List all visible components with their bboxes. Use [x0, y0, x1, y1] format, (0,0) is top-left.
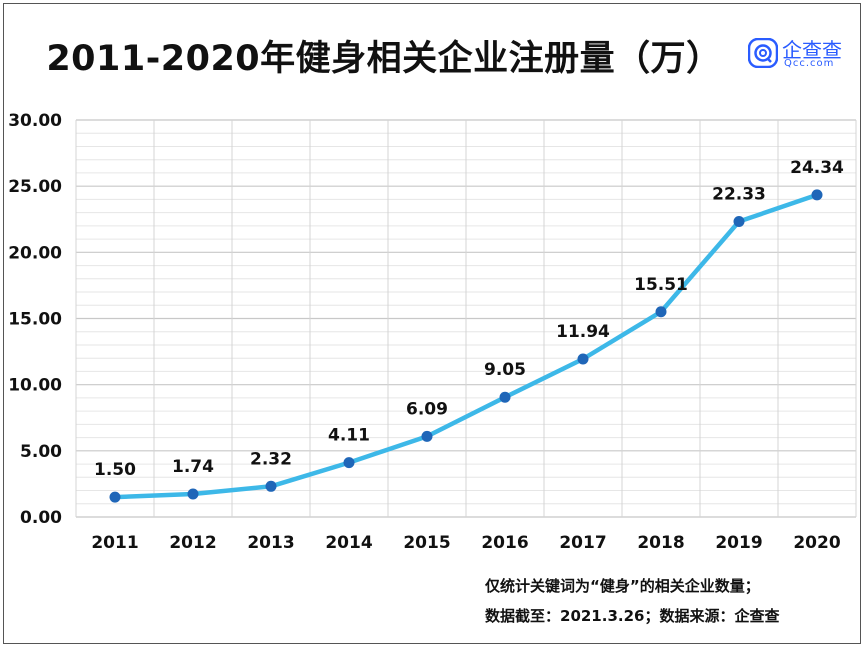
data-point [265, 480, 277, 492]
y-tick-label: 5.00 [20, 442, 62, 462]
y-tick-label: 25.00 [8, 177, 62, 197]
logo-url: Qcc.com [784, 58, 835, 69]
data-point [343, 457, 355, 469]
grid-lines [75, 119, 857, 518]
data-point [811, 189, 823, 201]
data-point [109, 491, 121, 503]
x-tick-label: 2011 [91, 533, 138, 553]
data-point [499, 391, 511, 403]
x-tick-label: 2012 [169, 533, 216, 553]
y-axis-ticks: 0.00 5.00 10.00 15.00 20.00 25.00 30.00 [8, 111, 62, 528]
data-label: 4.11 [328, 426, 370, 446]
data-point [421, 430, 433, 442]
data-label: 9.05 [484, 360, 526, 380]
footnote-scope: 仅统计关键词为“健身”的相关企业数量； [485, 577, 760, 595]
x-axis-ticks: 2011 2012 2013 2014 2015 2016 2017 2018 2019 2020 [91, 533, 840, 553]
x-tick-label: 2014 [325, 533, 372, 553]
series-line [112, 192, 820, 500]
data-labels: 1.50 1.74 2.32 4.11 6.09 9.05 11.94 15.51 22.33 2… [94, 158, 844, 480]
data-label: 22.33 [712, 184, 766, 204]
y-tick-label: 10.00 [8, 376, 62, 396]
y-tick-label: 30.00 [8, 111, 62, 131]
data-label: 11.94 [556, 322, 610, 342]
data-label: 24.34 [790, 158, 844, 178]
x-tick-label: 2020 [793, 533, 840, 553]
data-label: 1.50 [94, 460, 136, 480]
qcc-logo-icon [748, 38, 778, 68]
x-tick-label: 2018 [637, 533, 684, 553]
x-tick-label: 2013 [247, 533, 294, 553]
data-point [655, 306, 667, 318]
data-label: 6.09 [406, 399, 448, 419]
x-tick-label: 2017 [559, 533, 606, 553]
data-label: 1.74 [172, 457, 214, 477]
data-point [577, 353, 589, 365]
x-tick-label: 2019 [715, 533, 762, 553]
logo-name: 企查查 [782, 38, 842, 62]
y-tick-label: 15.00 [8, 310, 62, 330]
data-label: 15.51 [634, 275, 688, 295]
chart-frame [3, 3, 861, 644]
y-tick-label: 0.00 [20, 508, 62, 528]
y-tick-label: 20.00 [8, 243, 62, 263]
data-point [733, 215, 745, 227]
series [109, 189, 823, 503]
data-label: 2.32 [250, 449, 292, 469]
footnote-source: 数据截至：2021.3.26；数据来源：企查查 [485, 607, 780, 625]
x-tick-label: 2016 [481, 533, 528, 553]
x-tick-label: 2015 [403, 533, 450, 553]
chart-title: 2011-2020年健身相关企业注册量（万） [46, 39, 722, 79]
data-point [187, 488, 199, 500]
